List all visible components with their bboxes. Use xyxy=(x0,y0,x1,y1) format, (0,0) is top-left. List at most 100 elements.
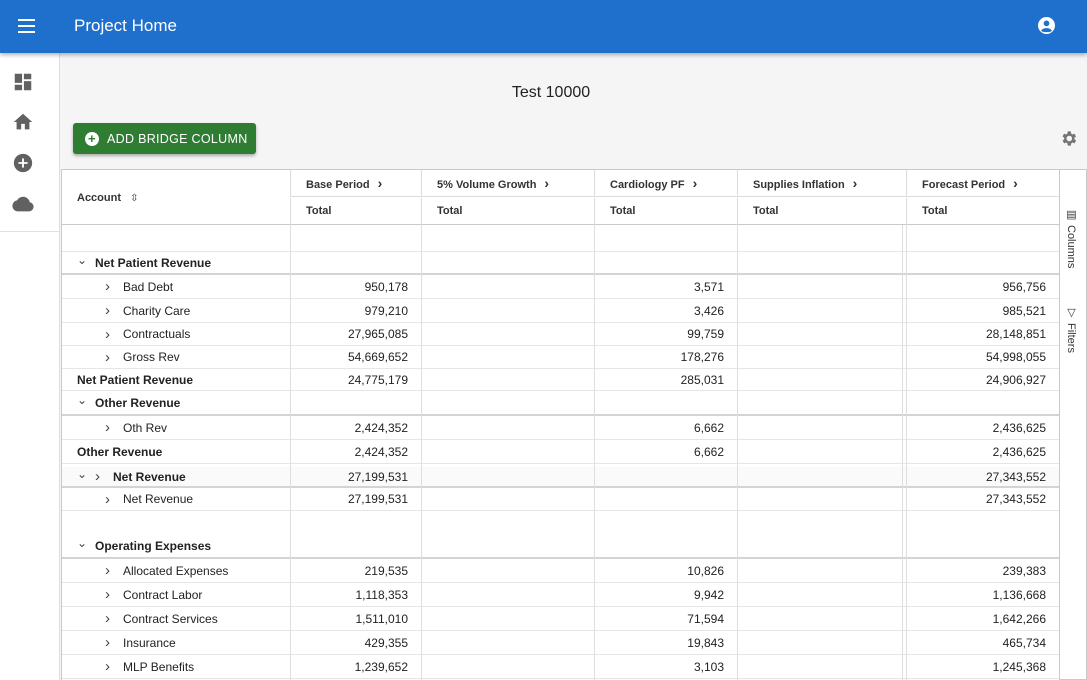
chevron-right-icon[interactable]: › xyxy=(544,175,550,191)
chevron-right-icon[interactable]: › xyxy=(105,302,110,319)
add-bridge-column-label: ADD BRIDGE COLUMN xyxy=(107,131,248,146)
chevron-right-icon[interactable]: › xyxy=(95,468,100,485)
columns-tab[interactable]: ▤ Columns xyxy=(1065,208,1078,268)
cell-value: 27,343,552 xyxy=(985,492,1046,506)
table-row[interactable]: › Net Revenue 27,199,531 27,343,552 xyxy=(62,488,1059,511)
table-row[interactable]: › Contract Labor 1,118,353 9,942 1,136,668 xyxy=(62,583,1059,607)
row-label: Net Revenue xyxy=(113,469,186,484)
sort-icon[interactable]: ⇳ xyxy=(130,193,139,204)
chevron-down-icon[interactable]: ⌄ xyxy=(77,393,88,407)
chevron-right-icon[interactable]: › xyxy=(105,490,110,508)
table-row[interactable]: › Contract Services 1,511,010 71,594 1,642,2… xyxy=(62,607,1059,631)
chevron-down-icon[interactable]: ⌄ xyxy=(77,252,88,267)
column-header-4[interactable]: Forecast Period › xyxy=(906,170,1059,197)
cell-value: 239,383 xyxy=(1002,563,1046,578)
app-bar: Project Home xyxy=(0,0,1087,53)
column-header-3[interactable]: Supplies Inflation › xyxy=(737,170,906,197)
cell-value: 1,245,368 xyxy=(992,659,1046,674)
cell-value: 3,103 xyxy=(693,659,724,674)
column-header-0[interactable]: Base Period › xyxy=(290,170,421,197)
chevron-right-icon[interactable]: › xyxy=(105,658,110,675)
group-row[interactable]: ⌄ Operating Expenses xyxy=(62,535,1059,559)
row-label: MLP Benefits xyxy=(123,659,195,674)
column-subheader: Total xyxy=(737,198,906,225)
grid-pinned-row xyxy=(62,226,1059,252)
grid-header: Account ⇳ Base Period › Total 5% Volume Gro… xyxy=(62,170,1059,225)
columns-tab-label: Columns xyxy=(1065,225,1077,269)
column-header-label: Base Period xyxy=(306,179,370,191)
sidebar xyxy=(0,53,60,680)
cell-value: 27,965,085 xyxy=(347,327,408,341)
cell-value: 6,662 xyxy=(693,444,724,459)
chevron-right-icon[interactable]: › xyxy=(105,348,110,366)
tool-panel-tabs: ▤ Columns ▽ Filters xyxy=(1059,169,1087,680)
menu-icon[interactable] xyxy=(18,19,35,33)
row-label: Contract Labor xyxy=(123,587,203,602)
chevron-right-icon[interactable]: › xyxy=(377,175,383,191)
chevron-right-icon[interactable]: › xyxy=(105,278,110,295)
total-row: Net Patient Revenue 24,775,179 285,031 24,9… xyxy=(62,369,1059,391)
cell-value: 285,031 xyxy=(680,372,724,387)
cell-value: 28,148,851 xyxy=(985,327,1046,341)
column-divider xyxy=(902,225,903,680)
chevron-right-icon[interactable]: › xyxy=(852,175,858,191)
cell-value: 54,998,055 xyxy=(985,350,1046,364)
cell-value: 6,662 xyxy=(693,420,724,435)
gear-icon[interactable] xyxy=(1059,129,1078,148)
dashboard-icon[interactable] xyxy=(12,71,34,93)
group-row[interactable]: ⌄ Other Revenue xyxy=(62,392,1059,416)
row-label: Insurance xyxy=(123,635,176,650)
account-circle-icon[interactable] xyxy=(1038,17,1055,34)
column-divider xyxy=(290,225,291,680)
column-header-2[interactable]: Cardiology PF › xyxy=(594,170,737,197)
row-label: Charity Care xyxy=(123,303,191,318)
cell-value: 1,642,266 xyxy=(992,611,1046,626)
data-grid: Account ⇳ Base Period › Total 5% Volume Gro… xyxy=(61,169,1060,680)
group-row[interactable]: ⌄ Net Patient Revenue xyxy=(62,252,1059,275)
cell-value: 27,199,531 xyxy=(347,469,408,484)
table-row[interactable]: › MLP Benefits 1,239,652 3,103 1,245,368 xyxy=(62,655,1059,679)
add-circle-icon: + xyxy=(85,131,99,146)
account-column-header[interactable]: Account ⇳ xyxy=(77,192,138,204)
cell-value: 2,424,352 xyxy=(354,420,408,435)
table-row[interactable]: › Contractuals 27,965,085 99,759 28,148,851 xyxy=(62,323,1059,346)
cell-value: 19,843 xyxy=(687,635,724,650)
cell-value: 1,136,668 xyxy=(992,587,1046,602)
chevron-down-icon[interactable]: ⌄ xyxy=(77,466,88,481)
row-label: Operating Expenses xyxy=(95,539,212,553)
add-bridge-column-button[interactable]: + ADD BRIDGE COLUMN xyxy=(73,123,256,154)
cell-value: 219,535 xyxy=(364,563,408,578)
column-subheader: Total xyxy=(906,198,1059,225)
chevron-right-icon[interactable]: › xyxy=(105,634,110,651)
cloud-icon[interactable] xyxy=(12,193,34,215)
cell-value: 178,276 xyxy=(680,350,724,364)
chevron-down-icon[interactable]: ⌄ xyxy=(77,536,88,550)
chevron-right-icon[interactable]: › xyxy=(105,586,110,603)
home-icon[interactable] xyxy=(12,111,34,133)
chevron-right-icon[interactable]: › xyxy=(105,419,110,436)
row-label: Net Patient Revenue xyxy=(77,372,194,387)
table-row[interactable]: › Oth Rev 2,424,352 6,662 2,436,625 xyxy=(62,416,1059,440)
chevron-right-icon[interactable]: › xyxy=(1013,175,1018,191)
table-row[interactable]: › Insurance 429,355 19,843 465,734 xyxy=(62,631,1059,655)
cell-value: 54,669,652 xyxy=(347,350,408,364)
table-row[interactable]: › Gross Rev 54,669,652 178,276 54,998,055 xyxy=(62,346,1059,369)
add-circle-icon[interactable] xyxy=(12,152,34,174)
table-row[interactable]: › Allocated Expenses 219,535 10,826 239,383 xyxy=(62,559,1059,583)
chevron-right-icon[interactable]: › xyxy=(105,610,110,627)
sidebar-divider xyxy=(0,231,60,232)
cell-value: 1,239,652 xyxy=(354,659,408,674)
filters-tab[interactable]: ▽ Filters xyxy=(1065,306,1078,353)
table-row[interactable]: › Charity Care 979,210 3,426 985,521 xyxy=(62,299,1059,323)
cell-value: 465,734 xyxy=(1002,635,1046,650)
chevron-right-icon[interactable]: › xyxy=(105,325,110,343)
column-subheader: Total xyxy=(421,198,594,225)
column-header-1[interactable]: 5% Volume Growth › xyxy=(421,170,594,197)
columns-icon: ▤ xyxy=(1065,208,1077,221)
table-row[interactable]: › Bad Debt 950,178 3,571 956,756 xyxy=(62,275,1059,299)
chevron-right-icon[interactable]: › xyxy=(105,562,110,579)
cell-value: 1,118,353 xyxy=(355,587,409,602)
chevron-right-icon[interactable]: › xyxy=(692,175,698,191)
column-header-label: Forecast Period xyxy=(922,179,1006,191)
group-row[interactable]: ⌄ › Net Revenue 27,199,531 27,343,552 xyxy=(62,466,1059,488)
